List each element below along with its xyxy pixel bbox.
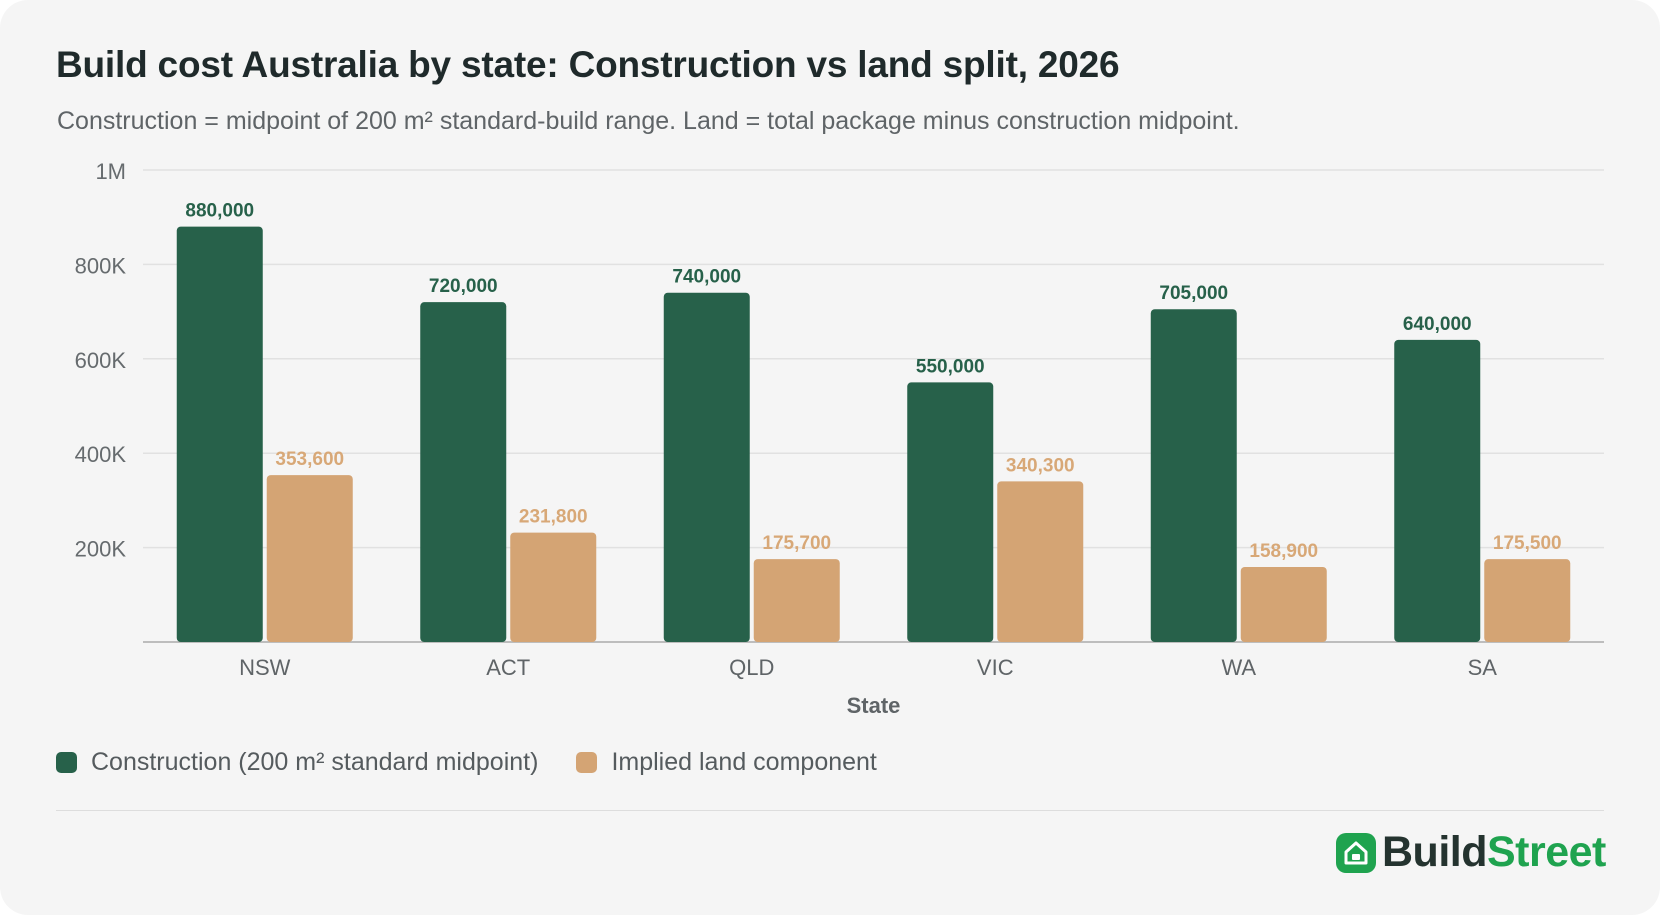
y-tick-label: 200K (75, 537, 127, 562)
x-tick-label-sa: SA (1468, 655, 1498, 680)
legend-label-construction: Construction (200 m² standard midpoint) (91, 748, 539, 776)
y-tick-label: 600K (75, 348, 127, 373)
x-tick-label-wa: WA (1221, 655, 1256, 680)
legend-item-land[interactable]: Implied land component (576, 748, 877, 777)
legend-swatch-construction (56, 752, 77, 773)
legend-item-construction[interactable]: Construction (200 m² standard midpoint) (56, 748, 538, 777)
bar-vic-construction[interactable] (907, 382, 994, 642)
bar-qld-construction[interactable] (663, 292, 750, 642)
y-tick-label: 400K (75, 442, 127, 467)
bar-wa-land[interactable] (1240, 566, 1327, 642)
data-label-act-construction: 720,000 (429, 276, 498, 297)
data-label-qld-land: 175,700 (762, 533, 831, 554)
buildstreet-logo: BuildStreet (1336, 831, 1606, 874)
data-label-act-land: 231,800 (519, 507, 588, 528)
legend-swatch-land (576, 752, 598, 773)
data-label-nsw-construction: 880,000 (185, 201, 254, 222)
bar-act-construction[interactable] (420, 302, 507, 642)
y-tick-label: 1M (95, 159, 126, 184)
footer-divider (56, 810, 1604, 811)
x-tick-label-qld: QLD (729, 655, 774, 680)
x-axis-title: State (847, 693, 901, 718)
chart-title: Build cost Australia by state: Construct… (56, 44, 1120, 85)
legend-label-land: Implied land component (611, 748, 877, 776)
x-tick-label-act: ACT (486, 655, 530, 680)
data-label-sa-land: 175,500 (1493, 533, 1562, 554)
y-tick-label: 800K (75, 253, 127, 278)
data-label-vic-construction: 550,000 (916, 356, 985, 377)
bar-act-land[interactable] (510, 532, 597, 642)
x-tick-label-nsw: NSW (239, 655, 291, 680)
bar-chart: 200K 400K 600K 800K 1M 880,000 353,600 NSW 720,0… (75, 159, 1604, 718)
bar-wa-construction[interactable] (1150, 309, 1237, 642)
data-label-wa-land: 158,900 (1249, 541, 1318, 562)
bar-qld-land[interactable] (753, 559, 840, 642)
legend: Construction (200 m² standard midpoint) … (56, 748, 915, 777)
data-label-nsw-land: 353,600 (275, 449, 344, 470)
bar-vic-land[interactable] (997, 481, 1084, 642)
x-tick-label-vic: VIC (977, 655, 1014, 680)
data-label-wa-construction: 705,000 (1159, 283, 1228, 304)
brand-name-street: Street (1486, 828, 1606, 876)
data-label-sa-construction: 640,000 (1403, 314, 1472, 335)
chart-subtitle: Construction = midpoint of 200 m² standa… (57, 107, 1240, 135)
data-label-qld-construction: 740,000 (672, 267, 741, 288)
bar-sa-construction[interactable] (1394, 339, 1481, 642)
brand-name-build: Build (1382, 828, 1487, 876)
house-icon (1336, 832, 1376, 873)
bar-nsw-land[interactable] (266, 475, 353, 642)
bar-sa-land[interactable] (1484, 559, 1571, 642)
bar-nsw-construction[interactable] (176, 226, 263, 642)
data-label-vic-land: 340,300 (1006, 455, 1075, 476)
